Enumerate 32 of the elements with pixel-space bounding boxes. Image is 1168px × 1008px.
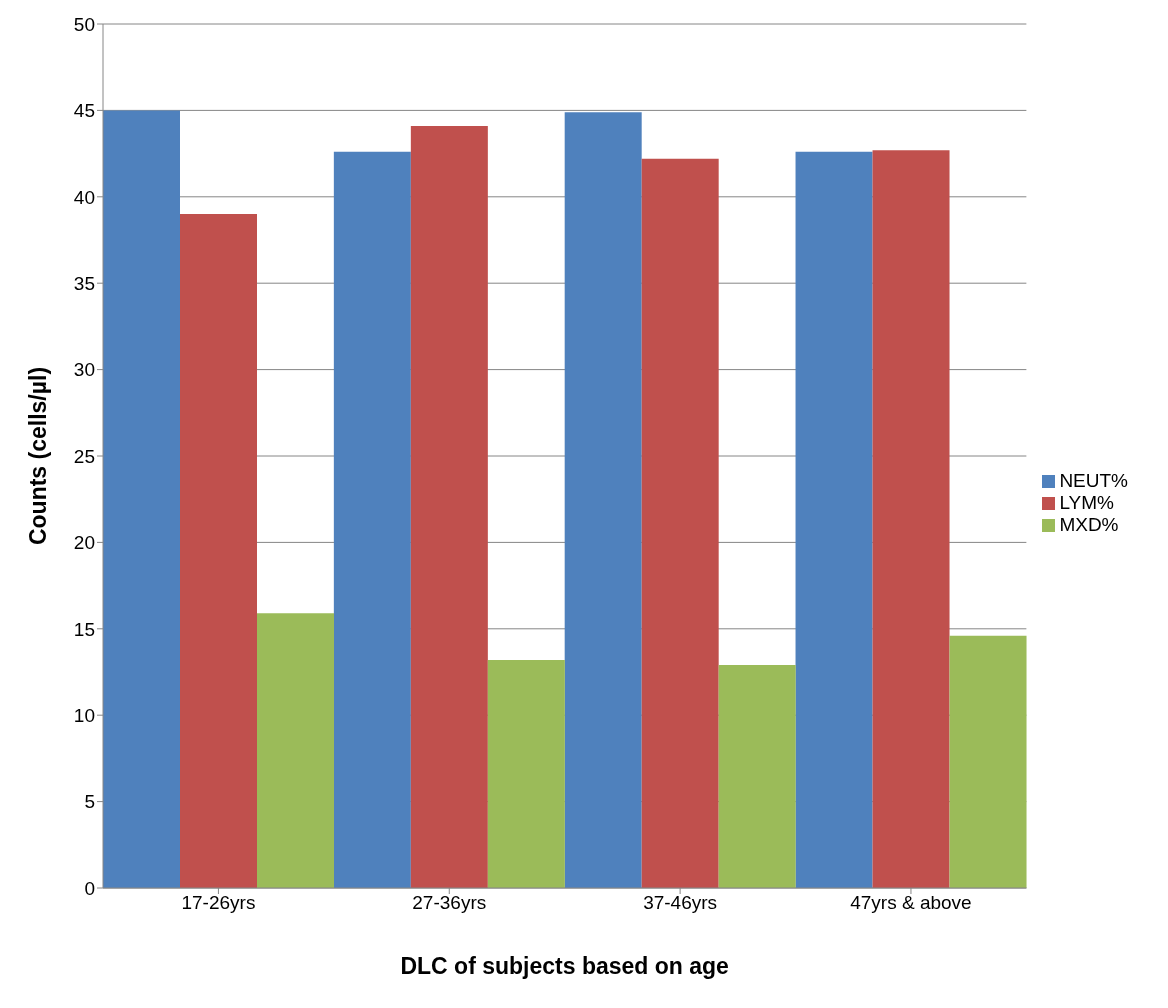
y-tick-label: 0 [84,877,95,899]
bar [410,125,488,888]
bar [641,158,719,888]
legend-label: MXD% [1059,514,1119,535]
legend-label: NEUT% [1059,470,1128,491]
bar [564,112,642,888]
y-tick-label: 10 [73,704,95,726]
bar [718,665,796,888]
y-tick-label: 35 [73,272,95,294]
legend-label: LYM% [1059,492,1114,513]
bar [180,214,257,888]
bar [103,110,180,888]
bar [872,150,950,888]
y-tick-label: 45 [73,100,95,122]
bar [333,151,411,888]
y-axis-title: Counts (cells/µl) [25,366,52,546]
bar [487,659,565,888]
bar [257,613,334,888]
y-tick-label: 50 [73,13,95,35]
x-tick-label: 17-26yrs [181,892,256,914]
x-tick-label: 37-46yrs [643,892,718,914]
y-tick-label: 5 [84,791,95,813]
bar [949,635,1027,888]
y-tick-label: 30 [73,359,95,381]
x-tick-label: 47yrs & above [850,892,972,914]
y-tick-label: 15 [73,618,95,640]
x-tick-label: 27-36yrs [412,892,487,914]
x-axis-title: DLC of subjects based on age [400,953,729,980]
y-tick-label: 25 [73,445,95,467]
y-tick-label: 40 [73,186,95,208]
y-tick-label: 20 [73,532,95,554]
bar [795,151,873,888]
